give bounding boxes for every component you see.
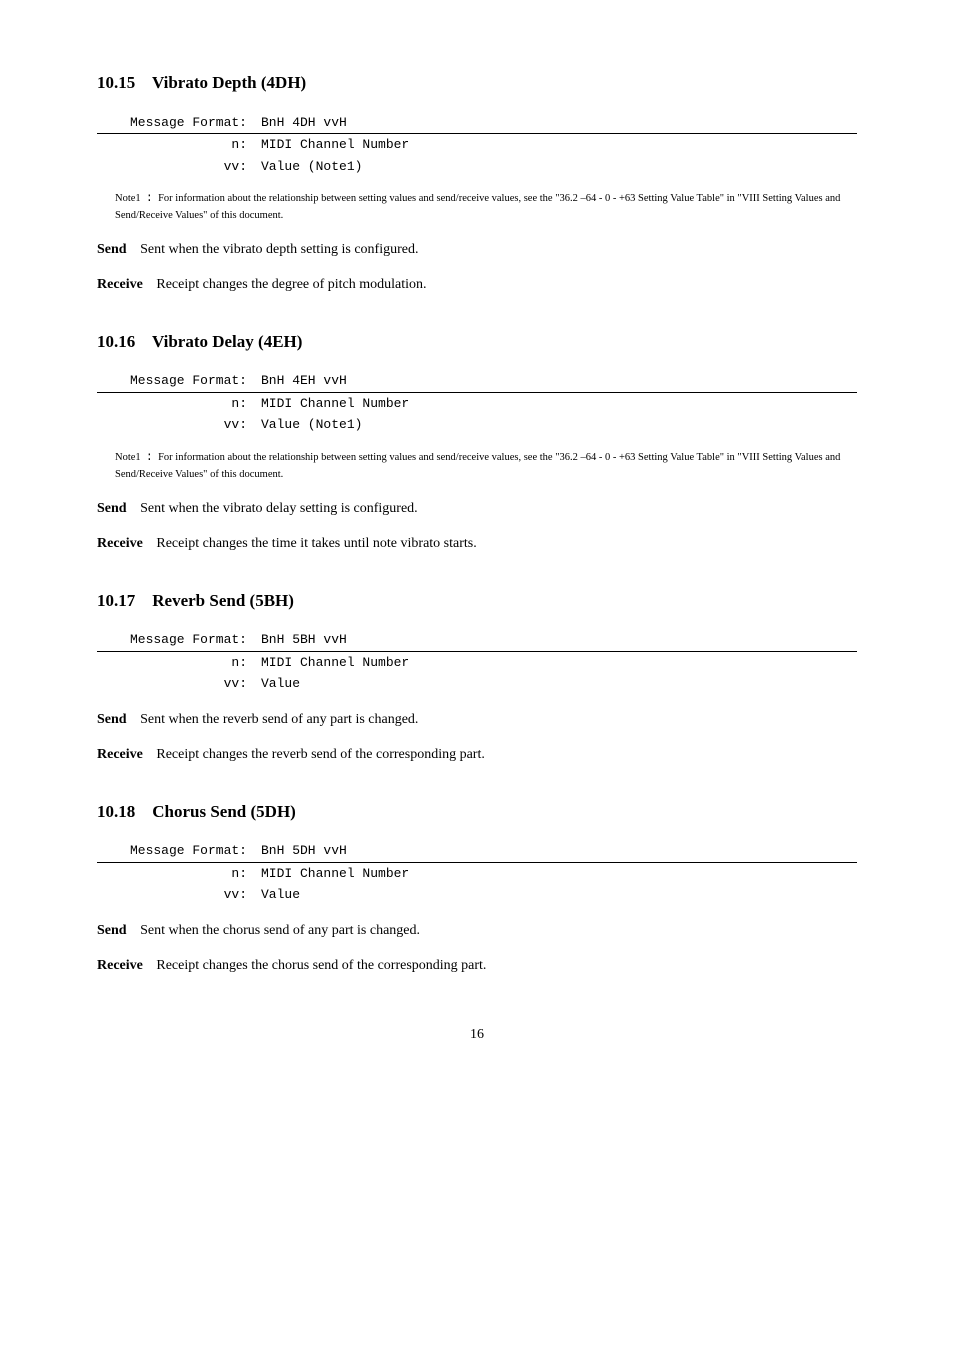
message-vv-row: vv: Value (Note1) bbox=[97, 414, 857, 436]
message-n-label: n: bbox=[97, 394, 261, 414]
send-label: Send bbox=[97, 242, 127, 257]
receive-label: Receive bbox=[97, 536, 143, 551]
section-heading: 10.18 Chorus Send (5DH) bbox=[97, 799, 857, 825]
section-title: Reverb Send (5BH) bbox=[152, 591, 294, 610]
receive-body: Receipt changes the reverb send of the c… bbox=[156, 747, 485, 762]
section-title: Vibrato Delay (4EH) bbox=[152, 332, 302, 351]
message-n-row: n: MIDI Channel Number bbox=[97, 652, 857, 674]
send-para: Send Sent when the chorus send of any pa… bbox=[97, 920, 857, 941]
send-para: Send Sent when the reverb send of any pa… bbox=[97, 709, 857, 730]
message-n-label: n: bbox=[97, 135, 261, 155]
section-title: Chorus Send (5DH) bbox=[152, 802, 296, 821]
note-body: For information about the relationship b… bbox=[115, 452, 840, 480]
message-format-value: BnH 4DH vvH bbox=[261, 113, 857, 133]
section-number: 10.18 bbox=[97, 802, 135, 821]
send-body: Sent when the vibrato delay setting is c… bbox=[140, 501, 418, 516]
message-vv-value: Value (Note1) bbox=[261, 415, 857, 435]
message-format-label: Message Format: bbox=[97, 630, 261, 650]
message-vv-row: vv: Value bbox=[97, 673, 857, 695]
message-n-value: MIDI Channel Number bbox=[261, 135, 857, 155]
section-heading: 10.15 Vibrato Depth (4DH) bbox=[97, 70, 857, 96]
message-format-block: Message Format: BnH 4DH vvH n: MIDI Chan… bbox=[97, 112, 857, 178]
message-vv-label: vv: bbox=[97, 415, 261, 435]
message-vv-row: vv: Value bbox=[97, 884, 857, 906]
message-n-value: MIDI Channel Number bbox=[261, 653, 857, 673]
send-body: Sent when the reverb send of any part is… bbox=[140, 712, 418, 727]
send-label: Send bbox=[97, 923, 127, 938]
message-vv-label: vv: bbox=[97, 885, 261, 905]
message-format-row: Message Format: BnH 4DH vvH bbox=[97, 112, 857, 135]
section-title: Vibrato Depth (4DH) bbox=[152, 73, 306, 92]
message-format-row: Message Format: BnH 4EH vvH bbox=[97, 370, 857, 393]
receive-body: Receipt changes the chorus send of the c… bbox=[156, 958, 486, 973]
message-n-label: n: bbox=[97, 653, 261, 673]
note-text: Note1 : For information about the relati… bbox=[115, 450, 857, 482]
receive-label: Receive bbox=[97, 747, 143, 762]
message-vv-value: Value (Note1) bbox=[261, 157, 857, 177]
section-number: 10.16 bbox=[97, 332, 135, 351]
receive-label: Receive bbox=[97, 277, 143, 292]
message-n-value: MIDI Channel Number bbox=[261, 394, 857, 414]
note-text: Note1 : For information about the relati… bbox=[115, 191, 857, 223]
send-body: Sent when the vibrato depth setting is c… bbox=[140, 242, 418, 257]
message-vv-value: Value bbox=[261, 885, 857, 905]
message-n-row: n: MIDI Channel Number bbox=[97, 393, 857, 415]
note-body: For information about the relationship b… bbox=[115, 193, 840, 221]
note-label: Note1 bbox=[115, 193, 141, 204]
receive-body: Receipt changes the time it takes until … bbox=[156, 536, 476, 551]
message-format-label: Message Format: bbox=[97, 841, 261, 861]
send-para: Send Sent when the vibrato delay setting… bbox=[97, 498, 857, 519]
send-label: Send bbox=[97, 712, 127, 727]
message-n-row: n: MIDI Channel Number bbox=[97, 134, 857, 156]
note-label: Note1 bbox=[115, 452, 141, 463]
send-para: Send Sent when the vibrato depth setting… bbox=[97, 239, 857, 260]
send-body: Sent when the chorus send of any part is… bbox=[140, 923, 420, 938]
message-vv-row: vv: Value (Note1) bbox=[97, 156, 857, 178]
message-vv-value: Value bbox=[261, 674, 857, 694]
message-format-block: Message Format: BnH 5BH vvH n: MIDI Chan… bbox=[97, 629, 857, 695]
message-n-label: n: bbox=[97, 864, 261, 884]
receive-para: Receive Receipt changes the reverb send … bbox=[97, 744, 857, 765]
section-heading: 10.17 Reverb Send (5BH) bbox=[97, 588, 857, 614]
send-label: Send bbox=[97, 501, 127, 516]
receive-para: Receive Receipt changes the time it take… bbox=[97, 533, 857, 554]
message-vv-label: vv: bbox=[97, 157, 261, 177]
message-format-label: Message Format: bbox=[97, 371, 261, 391]
message-n-row: n: MIDI Channel Number bbox=[97, 863, 857, 885]
message-format-block: Message Format: BnH 4EH vvH n: MIDI Chan… bbox=[97, 370, 857, 436]
section-number: 10.17 bbox=[97, 591, 135, 610]
message-format-row: Message Format: BnH 5DH vvH bbox=[97, 840, 857, 863]
message-format-block: Message Format: BnH 5DH vvH n: MIDI Chan… bbox=[97, 840, 857, 906]
message-format-label: Message Format: bbox=[97, 113, 261, 133]
message-format-value: BnH 5BH vvH bbox=[261, 630, 857, 650]
message-format-row: Message Format: BnH 5BH vvH bbox=[97, 629, 857, 652]
receive-para: Receive Receipt changes the degree of pi… bbox=[97, 274, 857, 295]
page-number: 16 bbox=[97, 1024, 857, 1045]
message-vv-label: vv: bbox=[97, 674, 261, 694]
section-number: 10.15 bbox=[97, 73, 135, 92]
message-n-value: MIDI Channel Number bbox=[261, 864, 857, 884]
receive-para: Receive Receipt changes the chorus send … bbox=[97, 955, 857, 976]
message-format-value: BnH 4EH vvH bbox=[261, 371, 857, 391]
message-format-value: BnH 5DH vvH bbox=[261, 841, 857, 861]
receive-body: Receipt changes the degree of pitch modu… bbox=[156, 277, 426, 292]
section-heading: 10.16 Vibrato Delay (4EH) bbox=[97, 329, 857, 355]
receive-label: Receive bbox=[97, 958, 143, 973]
